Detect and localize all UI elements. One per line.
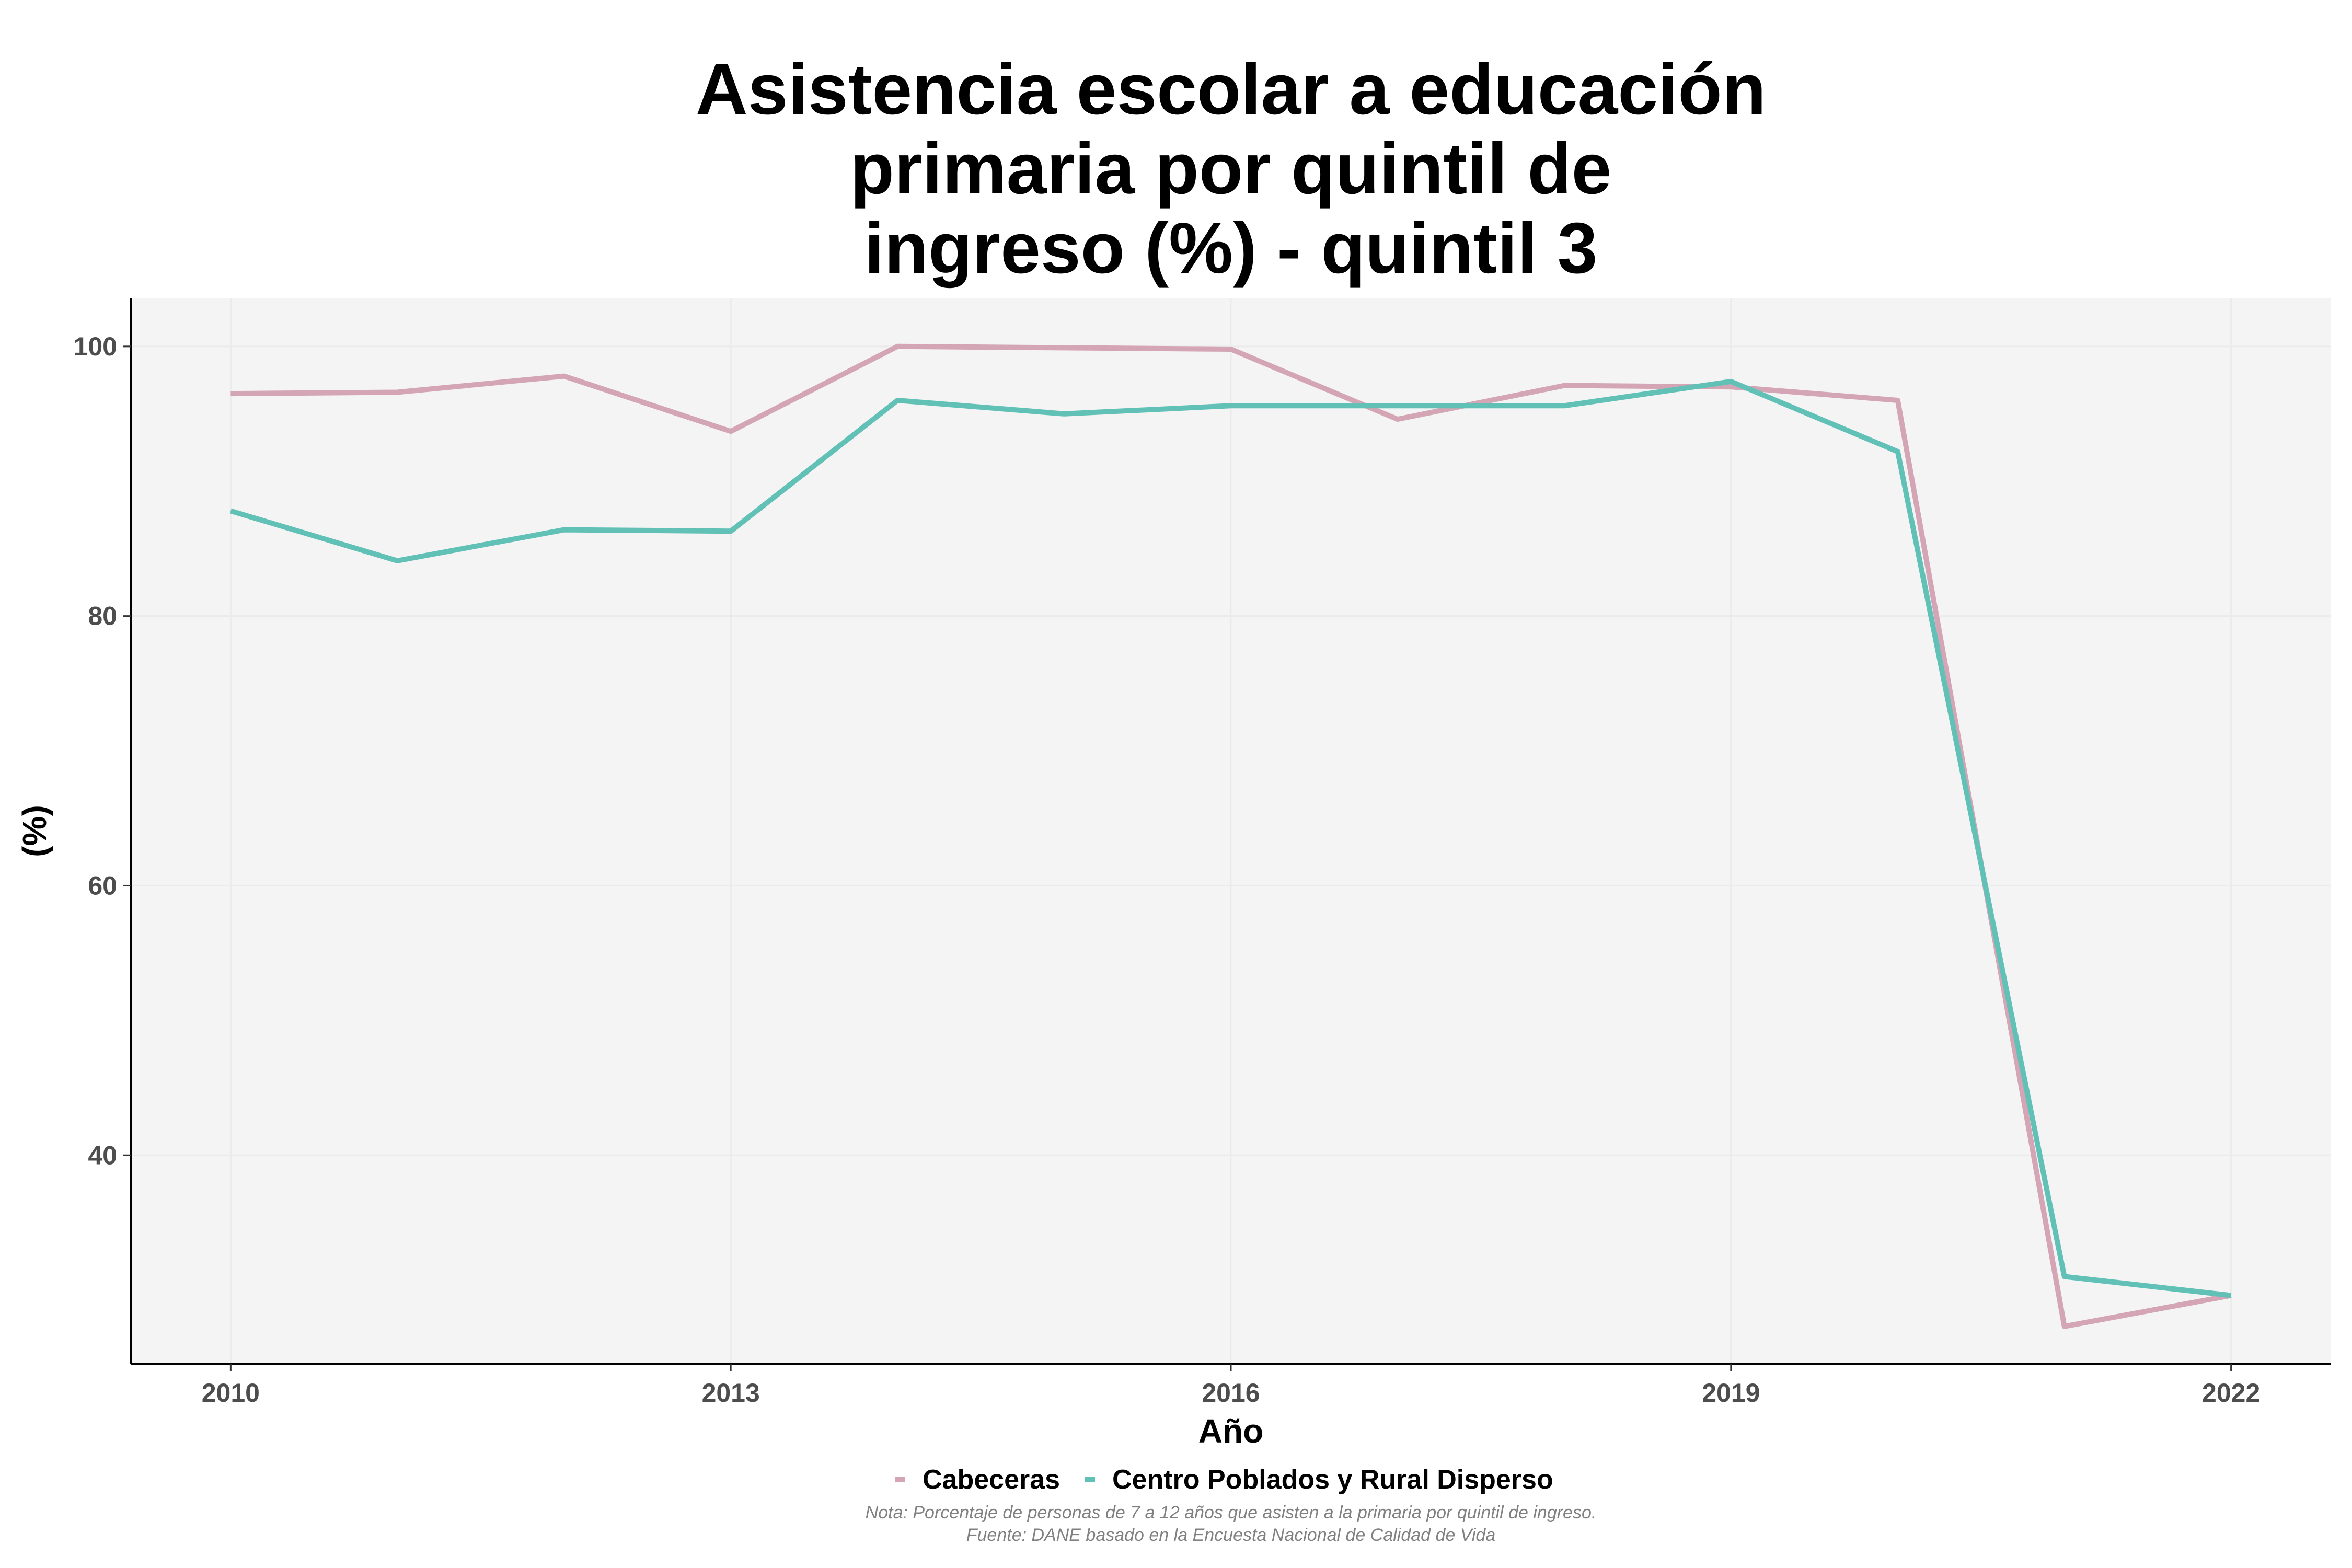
series-line-2 [229, 378, 2232, 1298]
chart-title: Asistencia escolar a educación primaria … [696, 49, 1766, 289]
x-tick-label: 2022 [2202, 1378, 2260, 1408]
y-tick-label: 40 [88, 1140, 117, 1170]
legend-label: Cabeceras [923, 1465, 1060, 1495]
gridlines [131, 298, 2331, 1364]
y-tick-label: 80 [88, 602, 117, 631]
y-axis-title: (%) [16, 805, 53, 857]
y-tick-label: 60 [88, 871, 117, 900]
x-axis-title: Año [1198, 1412, 1263, 1450]
y-tick-label: 100 [74, 332, 117, 361]
x-axis-ticks: 2010 2013 2016 2019 2022 [202, 1364, 2260, 1408]
x-tick-label: 2016 [1202, 1378, 1260, 1408]
title-line-1: Asistencia escolar a educación [696, 49, 1766, 130]
caption-source: Fuente: DANE basado en la Encuesta Nacio… [966, 1525, 1495, 1545]
series-line-1 [230, 343, 2232, 1329]
series-layer [229, 343, 2232, 1329]
x-tick-label: 2019 [1702, 1378, 1760, 1408]
y-axis-ticks: 40 60 80 100 [74, 332, 131, 1170]
title-line-2: primaria por quintil de [850, 129, 1612, 209]
x-tick-label: 2010 [202, 1378, 260, 1408]
title-line-3: ingreso (%) - quintil 3 [864, 208, 1598, 289]
x-tick-label: 2013 [702, 1378, 760, 1408]
legend: Cabeceras Centro Poblados y Rural Dispers… [895, 1465, 1553, 1495]
caption-note: Nota: Porcentaje de personas de 7 a 12 a… [866, 1503, 1597, 1523]
legend-label: Centro Poblados y Rural Disperso [1112, 1465, 1553, 1495]
